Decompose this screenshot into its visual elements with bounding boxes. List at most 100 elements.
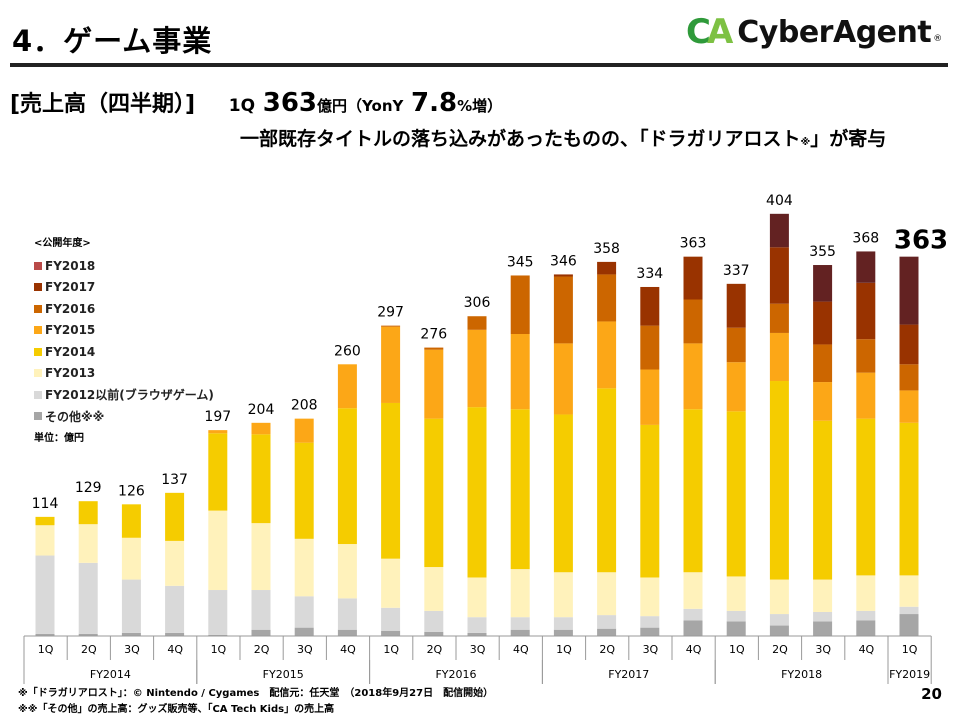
bar-segment	[510, 629, 530, 636]
unit-label: 単位：億円	[34, 433, 84, 444]
total-label: 334	[636, 266, 663, 282]
bar-segment	[856, 282, 876, 340]
bar-segment	[683, 343, 703, 410]
quarter-tick-label: 4Q	[340, 643, 356, 656]
bar-segment	[683, 620, 703, 636]
bar-segment	[726, 621, 746, 636]
subheadline-text-end: 」が寄与	[810, 128, 887, 150]
legend-label: FY2018	[45, 258, 96, 273]
bar-segment	[640, 325, 660, 370]
bar-segment	[856, 620, 876, 636]
quarter-tick-label: 1Q	[211, 643, 227, 656]
total-label: 137	[161, 472, 188, 488]
bar-segment	[337, 598, 357, 630]
headline-unit: 億円（YonY	[317, 97, 404, 115]
footnote-2: ※※「その他」の売上高：グッズ販売等、「CA Tech Kids」の売上高	[18, 704, 335, 715]
bar-segment	[381, 326, 401, 403]
total-label: 129	[75, 480, 102, 496]
legend-item: FY2013	[34, 363, 214, 385]
bar-segment	[899, 364, 919, 391]
bar-segment	[899, 256, 919, 325]
bar-segment	[467, 617, 487, 633]
bar-segment	[381, 558, 401, 608]
total-label: 126	[118, 483, 145, 499]
bar-segment	[121, 632, 141, 636]
quarter-tick-label: 4Q	[859, 643, 875, 656]
logo-text: CyberAgent	[737, 14, 932, 50]
legend-swatch	[34, 412, 42, 421]
bar-segment	[294, 596, 314, 628]
bar-segment	[553, 276, 573, 344]
legend-swatch	[34, 326, 42, 335]
bar-segment	[294, 418, 314, 443]
quarter-tick-label: 1Q	[556, 643, 572, 656]
bar-segment	[294, 442, 314, 539]
bar-segment	[208, 590, 228, 635]
bar-segment	[35, 555, 55, 634]
total-label: 306	[464, 295, 491, 311]
bar-segment	[813, 344, 833, 383]
bar-segment	[251, 434, 271, 524]
bar-segment	[424, 567, 444, 611]
bar-segment	[381, 325, 401, 327]
legend-label: FY2016	[45, 301, 96, 316]
quarter-tick-label: 4Q	[513, 643, 529, 656]
total-label: 404	[766, 193, 793, 209]
legend-label: FY2012以前(ブラウザゲーム)	[45, 388, 214, 403]
headline-growth: 7.8	[411, 88, 458, 118]
ca-logo-icon: CA	[686, 12, 733, 52]
quarter-tick-label: 2Q	[81, 643, 97, 656]
bar-segment	[165, 492, 185, 541]
legend-item: その他※※	[34, 406, 214, 428]
bar-segment	[337, 544, 357, 599]
bar-segment	[813, 301, 833, 345]
fiscal-year-label: FY2017	[608, 668, 649, 681]
bar-segment	[251, 422, 271, 435]
bar-segment	[813, 420, 833, 580]
bar-segment	[121, 504, 141, 538]
subheadline-text: 一部既存タイトルの落ち込みがあったものの、「ドラガリアロスト	[240, 128, 801, 150]
bar-segment	[510, 569, 530, 618]
bar-segment	[553, 414, 573, 573]
bar-segment	[813, 579, 833, 612]
bar-segment	[510, 617, 530, 630]
bar-segment	[856, 418, 876, 576]
bar-segment	[899, 390, 919, 423]
bar-segment	[769, 332, 789, 382]
quarter-tick-label: 3Q	[815, 643, 831, 656]
legend-label: FY2013	[45, 366, 96, 381]
bar-segment	[381, 607, 401, 631]
bar-segment	[683, 608, 703, 621]
total-label: 197	[204, 409, 231, 425]
bar-segment	[78, 633, 98, 636]
legend-swatch	[34, 390, 42, 399]
total-label: 208	[291, 398, 318, 414]
bar-segment	[856, 339, 876, 373]
bar-segment	[769, 625, 789, 636]
legend-swatch	[34, 369, 42, 378]
total-label: 368	[852, 230, 879, 246]
fiscal-year-label: FY2019	[889, 668, 930, 681]
bar-segment	[640, 577, 660, 617]
legend-swatch	[34, 304, 42, 313]
page-title: 4．ゲーム事業	[12, 24, 213, 58]
bar-segment	[856, 251, 876, 283]
legend-label: FY2014	[45, 344, 96, 359]
footnote-1: ※「ドラガリアロスト」：© Nintendo / Cygames 配信元：任天堂…	[18, 688, 494, 699]
quarter-tick-label: 3Q	[643, 643, 659, 656]
bar-segment	[813, 382, 833, 421]
quarter-tick-label: 3Q	[297, 643, 313, 656]
total-label: 260	[334, 343, 361, 359]
total-label: 276	[420, 327, 447, 343]
bar-segment	[208, 430, 228, 434]
bar-segment	[424, 347, 444, 350]
bar-segment	[35, 516, 55, 526]
bar-segment	[683, 572, 703, 609]
bar-segment	[813, 265, 833, 302]
legend-item: FY2017	[34, 277, 214, 299]
headline-value: 363	[262, 88, 318, 118]
bar-segment	[208, 433, 228, 511]
bar-segment	[121, 537, 141, 580]
bar-segment	[510, 333, 530, 410]
bar-segment	[597, 615, 617, 629]
